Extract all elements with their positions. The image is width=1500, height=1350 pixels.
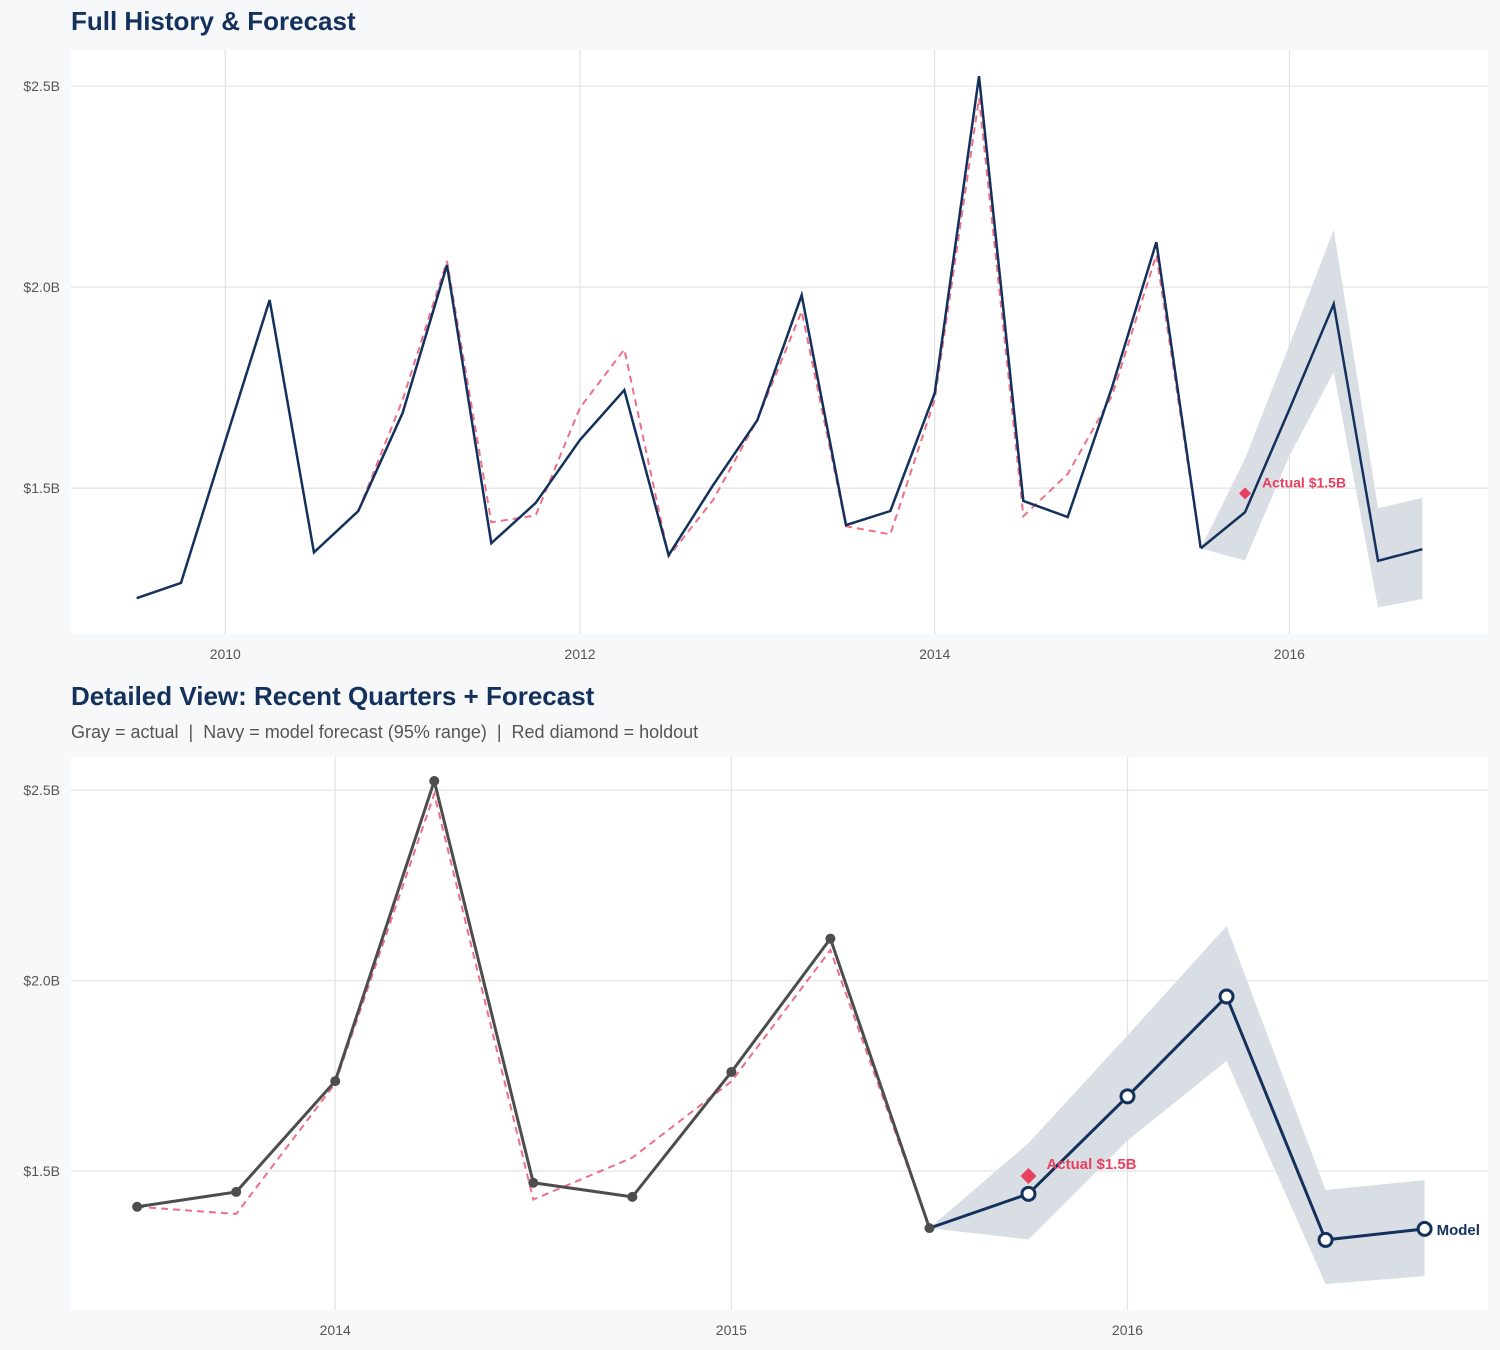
actual-line <box>136 75 1202 600</box>
holdout-label: Actual $1.5B <box>1262 474 1346 490</box>
forecast-line <box>1199 299 1423 563</box>
forecast-interval-band <box>1200 229 1423 608</box>
actual-point <box>528 1177 539 1188</box>
fitted-line <box>137 790 931 1229</box>
forecast-point <box>1317 1231 1334 1248</box>
forecast-line <box>928 993 1425 1242</box>
x-tick-label: 2014 <box>320 1322 351 1338</box>
y-tick-label: $1.5B <box>23 1163 60 1179</box>
actual-point <box>825 933 836 944</box>
plot-area <box>71 50 1488 634</box>
actual-point <box>726 1066 737 1077</box>
actual-point <box>132 1201 143 1212</box>
fitted-line <box>357 98 1202 559</box>
actual-point <box>429 775 440 786</box>
forecast-interval-band <box>929 926 1425 1285</box>
holdout-diamond <box>1239 487 1252 500</box>
forecast-point <box>1416 1220 1433 1237</box>
forecast-point <box>1020 1185 1037 1202</box>
forecast-point <box>1119 1088 1136 1105</box>
x-tick-label: 2012 <box>564 646 595 662</box>
actual-point <box>330 1076 341 1087</box>
actual-point <box>231 1186 242 1197</box>
y-tick-label: $2.0B <box>23 279 60 295</box>
chart-subtitle-bottom: Gray = actual | Navy = model forecast (9… <box>71 722 699 742</box>
y-tick-label: $2.0B <box>23 973 60 989</box>
x-tick-label: 2010 <box>210 646 241 662</box>
actual-point <box>924 1223 935 1234</box>
actual-point <box>627 1191 638 1202</box>
forecast-point <box>1218 988 1235 1005</box>
model-label: Model <box>1437 1222 1480 1239</box>
x-tick-label: 2015 <box>716 1322 747 1338</box>
x-tick-label: 2016 <box>1112 1322 1143 1338</box>
x-tick-label: 2016 <box>1274 646 1305 662</box>
y-tick-label: $2.5B <box>23 78 60 94</box>
plot-area <box>71 757 1488 1310</box>
chart-title-bottom: Detailed View: Recent Quarters + Forecas… <box>71 681 595 711</box>
chart-title-top: Full History & Forecast <box>71 6 356 36</box>
chart-0: 2010 2012 2014 2016 $1.5B $2.0B $2.5B Actual $1… <box>23 50 1488 662</box>
y-tick-label: $1.5B <box>23 480 60 496</box>
holdout-diamond <box>1020 1167 1037 1184</box>
holdout-label: Actual $1.5B <box>1046 1156 1136 1173</box>
chart-1: 2014 2015 2016 $1.5B $2.0B $2.5B Model Actual $… <box>23 757 1488 1338</box>
x-tick-label: 2014 <box>919 646 950 662</box>
y-tick-label: $2.5B <box>23 782 60 798</box>
